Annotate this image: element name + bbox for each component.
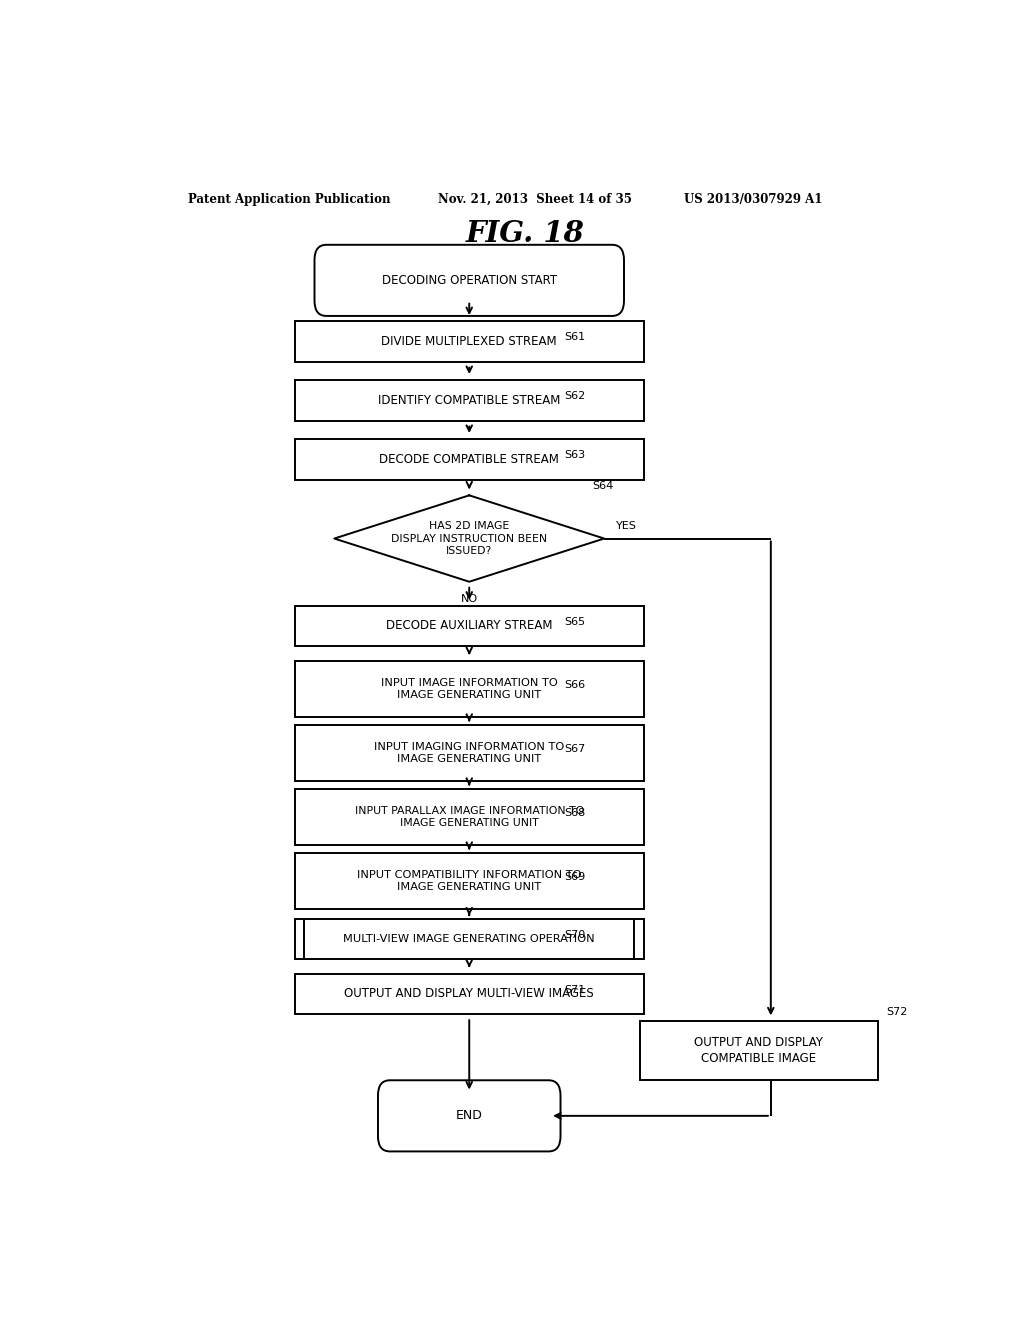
Text: S69: S69: [564, 873, 586, 882]
Text: INPUT IMAGING INFORMATION TO
IMAGE GENERATING UNIT: INPUT IMAGING INFORMATION TO IMAGE GENER…: [374, 742, 564, 764]
Text: INPUT COMPATIBILITY INFORMATION TO
IMAGE GENERATING UNIT: INPUT COMPATIBILITY INFORMATION TO IMAGE…: [357, 870, 582, 892]
Text: S62: S62: [564, 391, 586, 401]
Text: FIG. 18: FIG. 18: [465, 219, 585, 248]
FancyBboxPatch shape: [295, 321, 644, 362]
Text: NO: NO: [461, 594, 478, 605]
Text: US 2013/0307929 A1: US 2013/0307929 A1: [684, 193, 822, 206]
Text: DECODING OPERATION START: DECODING OPERATION START: [382, 273, 557, 286]
Text: S63: S63: [564, 450, 586, 461]
FancyBboxPatch shape: [295, 919, 644, 960]
FancyBboxPatch shape: [640, 1022, 878, 1080]
Text: INPUT PARALLAX IMAGE INFORMATION TO
IMAGE GENERATING UNIT: INPUT PARALLAX IMAGE INFORMATION TO IMAG…: [354, 805, 584, 828]
Text: INPUT IMAGE INFORMATION TO
IMAGE GENERATING UNIT: INPUT IMAGE INFORMATION TO IMAGE GENERAT…: [381, 677, 558, 700]
Text: DIVIDE MULTIPLEXED STREAM: DIVIDE MULTIPLEXED STREAM: [381, 335, 557, 348]
Text: S68: S68: [564, 808, 586, 818]
FancyBboxPatch shape: [295, 853, 644, 909]
Text: S72: S72: [886, 1007, 907, 1018]
Text: Patent Application Publication: Patent Application Publication: [187, 193, 390, 206]
Text: S70: S70: [564, 929, 586, 940]
FancyBboxPatch shape: [295, 789, 644, 845]
Text: YES: YES: [616, 521, 637, 532]
Text: S71: S71: [564, 985, 586, 995]
FancyBboxPatch shape: [295, 661, 644, 717]
Text: S64: S64: [592, 482, 613, 491]
FancyBboxPatch shape: [295, 974, 644, 1014]
FancyBboxPatch shape: [378, 1080, 560, 1151]
Text: DECODE AUXILIARY STREAM: DECODE AUXILIARY STREAM: [386, 619, 553, 632]
Text: Nov. 21, 2013  Sheet 14 of 35: Nov. 21, 2013 Sheet 14 of 35: [437, 193, 632, 206]
Text: IDENTIFY COMPATIBLE STREAM: IDENTIFY COMPATIBLE STREAM: [378, 393, 560, 407]
FancyBboxPatch shape: [295, 380, 644, 421]
Text: S66: S66: [564, 680, 586, 690]
Text: OUTPUT AND DISPLAY MULTI-VIEW IMAGES: OUTPUT AND DISPLAY MULTI-VIEW IMAGES: [344, 987, 594, 1001]
Text: S67: S67: [564, 744, 586, 754]
Text: DECODE COMPATIBLE STREAM: DECODE COMPATIBLE STREAM: [379, 453, 559, 466]
Text: S65: S65: [564, 616, 586, 627]
Text: HAS 2D IMAGE
DISPLAY INSTRUCTION BEEN
ISSUED?: HAS 2D IMAGE DISPLAY INSTRUCTION BEEN IS…: [391, 521, 547, 556]
FancyBboxPatch shape: [314, 244, 624, 315]
Polygon shape: [334, 495, 604, 582]
Text: S61: S61: [564, 333, 586, 342]
Text: END: END: [456, 1109, 482, 1122]
FancyBboxPatch shape: [295, 440, 644, 479]
Text: MULTI-VIEW IMAGE GENERATING OPERATION: MULTI-VIEW IMAGE GENERATING OPERATION: [343, 935, 595, 944]
FancyBboxPatch shape: [295, 606, 644, 647]
Text: OUTPUT AND DISPLAY
COMPATIBLE IMAGE: OUTPUT AND DISPLAY COMPATIBLE IMAGE: [694, 1036, 823, 1065]
FancyBboxPatch shape: [295, 725, 644, 781]
